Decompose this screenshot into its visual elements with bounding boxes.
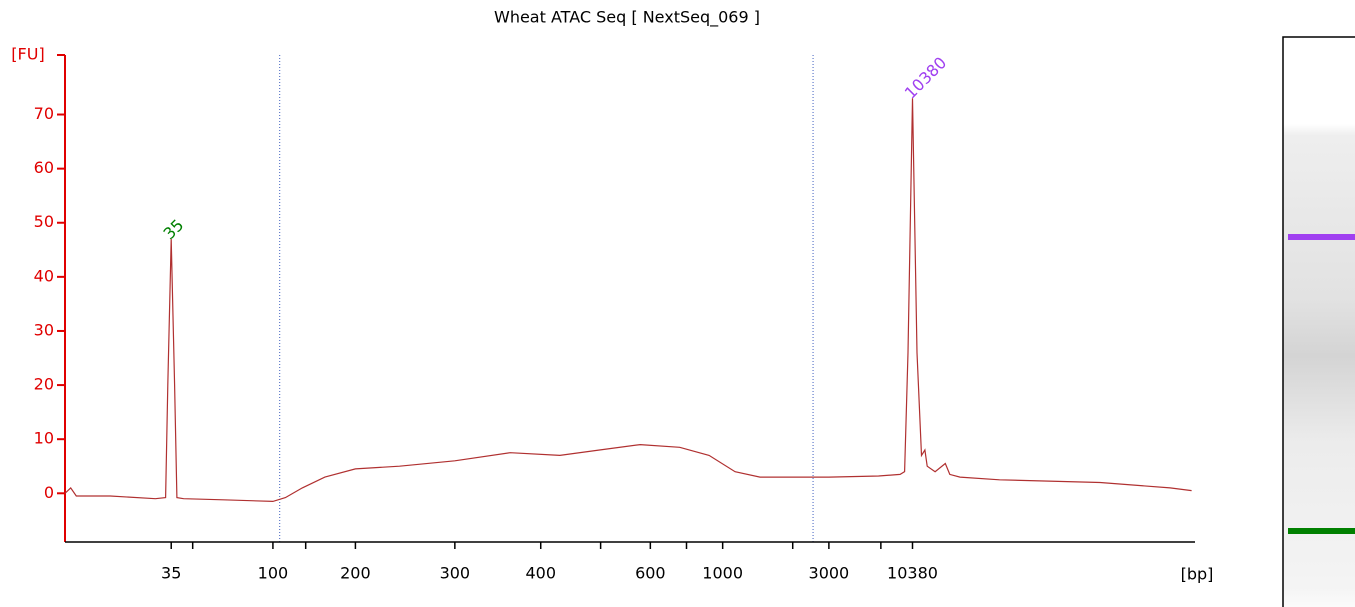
y-tick-label: 60 <box>34 158 54 177</box>
x-tick-label: 10380 <box>887 564 938 583</box>
gel-band <box>1288 234 1355 240</box>
peak-label: 10380 <box>901 53 950 102</box>
x-tick-label: 300 <box>440 564 471 583</box>
x-tick-label: 600 <box>635 564 666 583</box>
x-tick-label: 400 <box>525 564 556 583</box>
y-tick-label: 40 <box>34 266 54 285</box>
x-tick-label: 1000 <box>702 564 743 583</box>
x-tick-label: 35 <box>161 564 181 583</box>
x-axis-label: [bp] <box>1181 565 1214 584</box>
y-tick-label: 0 <box>44 483 54 502</box>
y-tick-label: 50 <box>34 212 54 231</box>
y-tick-label: 10 <box>34 429 54 448</box>
y-axis-label: [FU] <box>11 45 44 64</box>
y-tick-label: 70 <box>34 104 54 123</box>
x-tick-label: 3000 <box>809 564 850 583</box>
peak-label: 35 <box>160 215 188 243</box>
gel-band <box>1288 528 1355 534</box>
gel-lane <box>1282 36 1355 607</box>
x-tick-label: 200 <box>340 564 371 583</box>
x-tick-label: 100 <box>258 564 289 583</box>
y-tick-label: 30 <box>34 320 54 339</box>
chart-title: Wheat ATAC Seq [ NextSeq_069 ] <box>494 8 760 28</box>
trace <box>64 98 1192 503</box>
y-tick-label: 20 <box>34 375 54 394</box>
